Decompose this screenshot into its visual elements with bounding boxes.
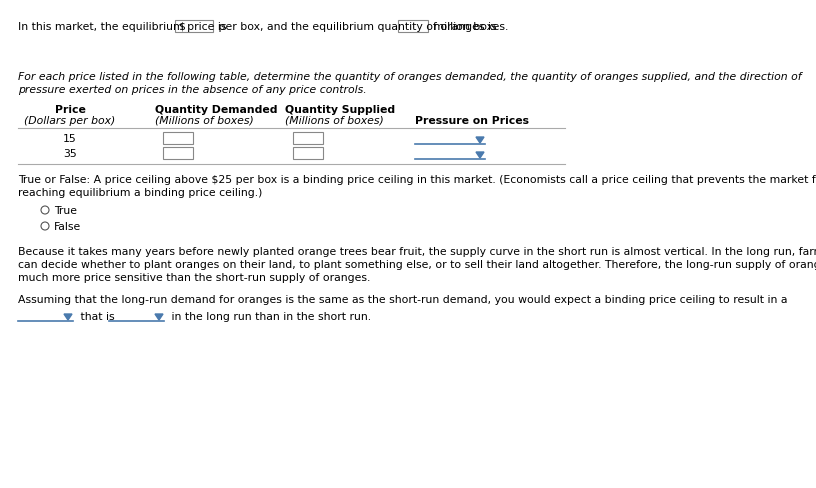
FancyBboxPatch shape [163, 133, 193, 145]
FancyBboxPatch shape [293, 148, 323, 160]
Text: in the long run than in the short run.: in the long run than in the short run. [168, 311, 371, 321]
Text: (Millions of boxes): (Millions of boxes) [155, 116, 254, 126]
Text: reaching equilibrium a binding price ceiling.): reaching equilibrium a binding price cei… [18, 187, 263, 198]
Text: that is: that is [77, 311, 118, 321]
Text: much more price sensitive than the short-run supply of oranges.: much more price sensitive than the short… [18, 272, 370, 283]
FancyBboxPatch shape [398, 21, 428, 33]
Text: $: $ [178, 22, 185, 32]
Text: Price: Price [55, 105, 86, 115]
Text: per box, and the equilibrium quantity of oranges is: per box, and the equilibrium quantity of… [215, 22, 500, 32]
Text: Quantity Supplied: Quantity Supplied [285, 105, 395, 115]
Text: Because it takes many years before newly planted orange trees bear fruit, the su: Because it takes many years before newly… [18, 246, 816, 257]
Text: (Dollars per box): (Dollars per box) [24, 116, 116, 126]
Text: Pressure on Prices: Pressure on Prices [415, 116, 529, 126]
Text: In this market, the equilibrium price is: In this market, the equilibrium price is [18, 22, 230, 32]
Text: True or False: A price ceiling above $25 per box is a binding price ceiling in t: True or False: A price ceiling above $25… [18, 175, 816, 184]
Text: 15: 15 [63, 134, 77, 143]
Text: pressure exerted on prices in the absence of any price controls.: pressure exerted on prices in the absenc… [18, 85, 366, 95]
FancyBboxPatch shape [175, 21, 213, 33]
Text: False: False [54, 222, 82, 231]
Text: can decide whether to plant oranges on their land, to plant something else, or t: can decide whether to plant oranges on t… [18, 260, 816, 269]
Text: True: True [54, 205, 77, 216]
Text: (Millions of boxes): (Millions of boxes) [285, 116, 384, 126]
Text: For each price listed in the following table, determine the quantity of oranges : For each price listed in the following t… [18, 72, 801, 82]
Text: million boxes.: million boxes. [430, 22, 508, 32]
FancyBboxPatch shape [163, 148, 193, 160]
Text: Quantity Demanded: Quantity Demanded [155, 105, 277, 115]
Polygon shape [155, 314, 163, 320]
Circle shape [41, 223, 49, 230]
Text: Assuming that the long-run demand for oranges is the same as the short-run deman: Assuming that the long-run demand for or… [18, 294, 787, 305]
Polygon shape [64, 314, 72, 320]
Polygon shape [476, 138, 484, 143]
Text: 35: 35 [63, 149, 77, 159]
FancyBboxPatch shape [293, 133, 323, 145]
Polygon shape [476, 153, 484, 159]
Circle shape [41, 206, 49, 215]
